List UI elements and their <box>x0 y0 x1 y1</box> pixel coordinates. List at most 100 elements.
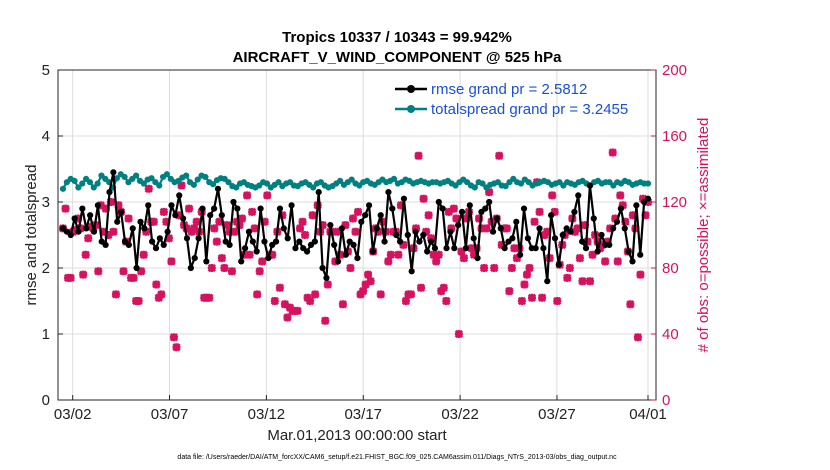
obs-possible-marker <box>519 298 525 304</box>
obs-assimilated-marker <box>240 250 249 259</box>
rmse-point <box>230 198 237 206</box>
obs-possible-marker <box>62 206 69 212</box>
rmse-point <box>288 202 295 209</box>
rmse-point <box>311 238 318 245</box>
rmse-point <box>443 245 450 252</box>
obs-possible-marker <box>524 271 530 278</box>
y2-tick-label: 0 <box>662 392 670 409</box>
obs-assimilated-marker <box>308 211 317 220</box>
obs-possible-marker <box>491 265 497 271</box>
obs-assimilated-marker <box>177 181 186 190</box>
legend-rmse-marker <box>407 85 415 93</box>
obs-assimilated-marker <box>157 290 166 299</box>
obs-possible-marker <box>191 225 197 231</box>
obs-assimilated-marker <box>525 263 534 273</box>
obs-possible-marker <box>216 219 222 225</box>
rmse-point <box>164 228 171 235</box>
rmse-point <box>261 238 268 245</box>
obs-assimilated-marker <box>553 296 562 306</box>
obs-possible-marker <box>627 301 633 307</box>
obs-possible-marker <box>194 219 200 225</box>
totalspread-point <box>75 184 82 191</box>
rmse-point <box>439 205 446 212</box>
rmse-point <box>137 218 144 225</box>
obs-assimilated-marker <box>459 253 469 263</box>
totalspread-point <box>502 183 509 190</box>
obs-possible-marker <box>408 291 414 297</box>
obs-assimilated-marker <box>429 250 438 259</box>
y2-tick-label: 40 <box>662 326 679 343</box>
obs-assimilated-marker <box>76 224 85 233</box>
rmse-point <box>133 264 140 272</box>
obs-possible-marker <box>468 245 475 251</box>
obs-assimilated-marker <box>258 257 267 266</box>
obs-possible-marker <box>368 278 374 284</box>
rmse-point <box>249 238 256 245</box>
obs-assimilated-marker <box>479 263 489 273</box>
totalspread-point <box>644 180 652 187</box>
rmse-point <box>238 258 245 265</box>
totalspread-point <box>71 177 78 184</box>
obs-possible-marker <box>451 206 457 212</box>
obs-assimilated-marker <box>207 263 216 273</box>
obs-possible-marker <box>277 285 283 291</box>
obs-possible-marker <box>310 212 316 218</box>
y2-axis-label: # of obs: o=possible; ×=assimilated <box>695 118 712 353</box>
obs-assimilated-marker <box>628 211 637 220</box>
obs-assimilated-marker <box>573 224 582 233</box>
obs-assimilated-marker <box>497 240 506 250</box>
rmse-point <box>75 228 82 235</box>
obs-assimilated-marker <box>215 217 224 226</box>
obs-possible-marker <box>219 255 225 261</box>
obs-assimilated-marker <box>530 217 539 226</box>
obs-assimilated-marker <box>424 211 433 220</box>
obs-assimilated-marker <box>379 217 388 226</box>
rmse-point <box>524 235 532 242</box>
y-tick-label: 1 <box>42 326 50 343</box>
obs-possible-marker <box>146 186 152 192</box>
obs-possible-marker <box>506 288 512 294</box>
rmse-point <box>160 241 167 248</box>
obs-assimilated-marker <box>263 191 272 200</box>
obs-assimilated-marker <box>517 296 527 306</box>
rmse-point <box>393 231 400 239</box>
obs-possible-marker <box>133 298 139 304</box>
obs-possible-marker <box>229 268 235 274</box>
obs-possible-marker <box>552 209 558 215</box>
obs-assimilated-marker <box>144 184 153 193</box>
obs-possible-marker <box>284 314 291 321</box>
rmse-point <box>555 261 562 268</box>
obs-assimilated-marker <box>444 207 453 217</box>
rmse-point <box>214 185 222 192</box>
totalspread-point <box>233 184 240 191</box>
rmse-point <box>544 278 551 285</box>
obs-assimilated-marker <box>111 290 121 299</box>
obs-possible-marker <box>453 215 459 222</box>
rmse-point <box>129 225 136 232</box>
obs-possible-marker <box>456 331 462 337</box>
obs-possible-marker <box>136 298 142 304</box>
obs-assimilated-marker <box>84 234 93 243</box>
rmse-point <box>451 245 458 252</box>
obs-assimilated-marker <box>469 250 479 259</box>
obs-assimilated-marker <box>124 214 133 223</box>
obs-assimilated-marker <box>432 257 441 266</box>
obs-assimilated-marker <box>336 250 345 259</box>
rmse-point <box>466 202 473 209</box>
rmse-point <box>455 222 462 229</box>
obs-assimilated-marker <box>384 257 393 266</box>
x-tick-label: 03/02 <box>54 406 92 423</box>
x-tick-label: 03/12 <box>248 406 286 423</box>
rmse-point <box>191 255 198 262</box>
obs-possible-marker <box>395 252 401 258</box>
obs-possible-marker <box>579 278 586 284</box>
obs-assimilated-marker <box>442 296 451 306</box>
rmse-point <box>493 215 501 222</box>
rmse-point <box>509 235 516 242</box>
obs-possible-marker <box>504 225 510 231</box>
obs-assimilated-marker <box>280 300 290 309</box>
totalspread-point <box>390 175 398 182</box>
obs-assimilated-marker <box>495 151 504 160</box>
totalspread-point <box>517 180 525 187</box>
obs-assimilated-marker <box>159 207 168 217</box>
